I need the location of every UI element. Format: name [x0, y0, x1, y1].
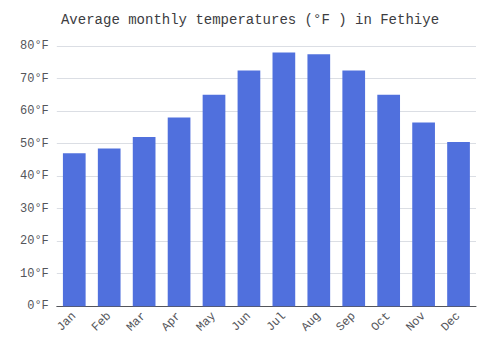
svg-text:Dec: Dec: [438, 309, 463, 334]
svg-text:70°F: 70°F: [20, 72, 49, 86]
svg-text:30°F: 30°F: [20, 202, 49, 216]
svg-text:Oct: Oct: [368, 309, 393, 334]
svg-text:40°F: 40°F: [20, 169, 49, 183]
svg-text:Jan: Jan: [54, 309, 79, 334]
svg-text:Sep: Sep: [334, 309, 359, 334]
svg-text:20°F: 20°F: [20, 234, 49, 248]
svg-text:60°F: 60°F: [20, 104, 49, 118]
svg-text:10°F: 10°F: [20, 267, 49, 281]
svg-text:Aug: Aug: [299, 309, 324, 334]
svg-text:80°F: 80°F: [20, 39, 49, 53]
svg-text:May: May: [194, 309, 219, 334]
svg-text:50°F: 50°F: [20, 137, 49, 151]
svg-text:0°F: 0°F: [27, 299, 49, 313]
svg-text:Nov: Nov: [403, 309, 428, 334]
svg-text:Feb: Feb: [89, 309, 114, 334]
svg-text:Apr: Apr: [159, 309, 184, 334]
svg-text:Mar: Mar: [124, 309, 149, 334]
svg-text:Jun: Jun: [229, 309, 254, 334]
svg-text:Average monthly temperatures (: Average monthly temperatures (°F ) in Fe…: [61, 12, 439, 28]
svg-text:Jul: Jul: [264, 309, 289, 334]
